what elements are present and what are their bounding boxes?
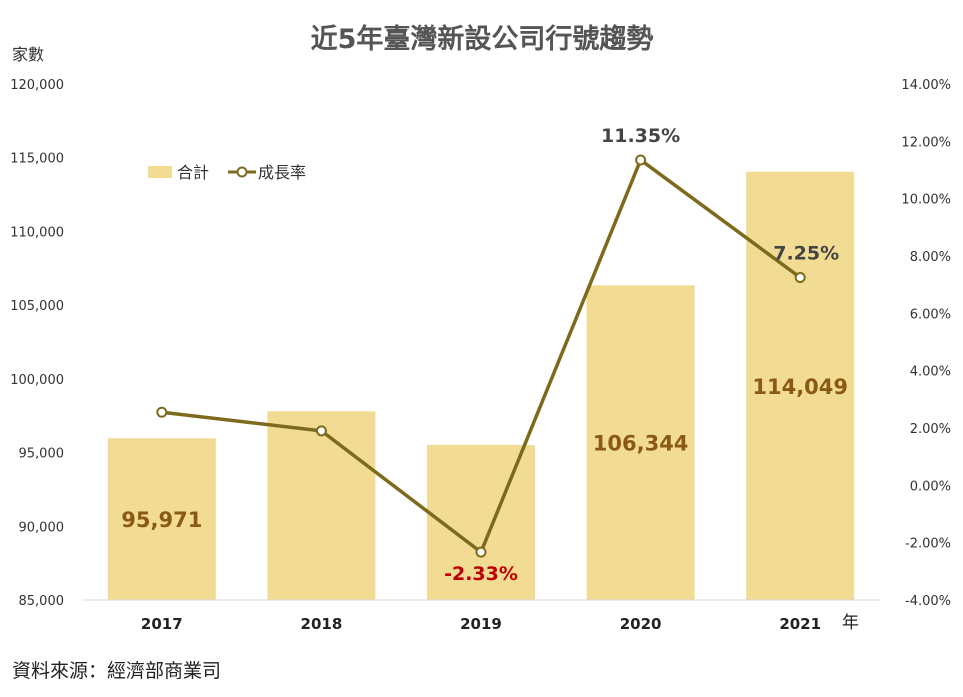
chart-title: 近5年臺灣新設公司行號趨勢 [311, 23, 654, 55]
line-point [156, 406, 168, 418]
right-tick-label: 6.00% [910, 307, 951, 322]
right-tick-label: -4.00% [905, 594, 951, 609]
right-tick-label: 4.00% [910, 365, 951, 380]
line-labels: -2.33% 11.35% 7.25% [444, 125, 839, 585]
bar-series [107, 171, 855, 600]
bar [107, 438, 216, 600]
x-tick-label: 2020 [620, 615, 662, 633]
right-tick-label: 12.00% [901, 135, 951, 150]
left-tick-label: 100,000 [10, 373, 64, 388]
bar-value-label: 114,049 [752, 375, 848, 399]
left-axis: 85,000 90,000 95,000 100,000 105,000 110,000 1… [10, 78, 64, 609]
line-value-label: -2.33% [444, 563, 518, 585]
x-tick-label: 2021 [779, 615, 821, 633]
left-tick-label: 85,000 [19, 594, 65, 609]
line-series [156, 154, 806, 558]
line-point [475, 546, 487, 558]
x-tick-label: 2019 [460, 615, 502, 633]
line-point [635, 154, 647, 166]
x-tick-label: 2017 [141, 615, 183, 633]
left-tick-label: 120,000 [10, 78, 64, 93]
legend: 合計 成長率 [148, 163, 306, 182]
left-tick-label: 90,000 [19, 520, 65, 535]
x-axis-unit: 年 [842, 613, 859, 633]
legend-label-line: 成長率 [258, 163, 306, 182]
right-tick-label: 8.00% [910, 250, 951, 265]
source-note: 資料來源：經濟部商業司 [12, 660, 222, 682]
bar-value-label: 106,344 [593, 432, 689, 456]
bar-labels: 95,971 106,344 114,049 [121, 375, 848, 532]
left-tick-label: 110,000 [10, 225, 64, 240]
x-axis: 2017 2018 2019 2020 2021 [141, 615, 821, 633]
line-point [315, 425, 327, 437]
bar [427, 444, 535, 600]
right-tick-label: -2.00% [905, 537, 951, 552]
line-point [794, 272, 806, 283]
left-axis-label: 家數 [12, 45, 44, 64]
left-tick-label: 115,000 [10, 152, 64, 167]
right-tick-label: 10.00% [901, 193, 951, 208]
right-tick-label: 2.00% [910, 422, 951, 437]
right-tick-label: 0.00% [910, 479, 951, 494]
bar [746, 171, 855, 600]
legend-swatch-marker [236, 166, 248, 178]
right-axis: -4.00% -2.00% 0.00% 2.00% 4.00% 6.00% 8.00% 10.… [901, 78, 951, 609]
legend-swatch-bar [148, 166, 172, 178]
line-value-label: 11.35% [601, 125, 680, 147]
bar [586, 285, 695, 600]
bar-value-label: 95,971 [121, 508, 202, 532]
right-tick-label: 14.00% [901, 78, 951, 93]
left-tick-label: 105,000 [10, 299, 64, 314]
legend-label-bar: 合計 [177, 163, 209, 182]
left-tick-label: 95,000 [19, 447, 65, 462]
bar [267, 411, 376, 600]
x-tick-label: 2018 [301, 615, 343, 633]
line-value-label: 7.25% [773, 243, 839, 265]
